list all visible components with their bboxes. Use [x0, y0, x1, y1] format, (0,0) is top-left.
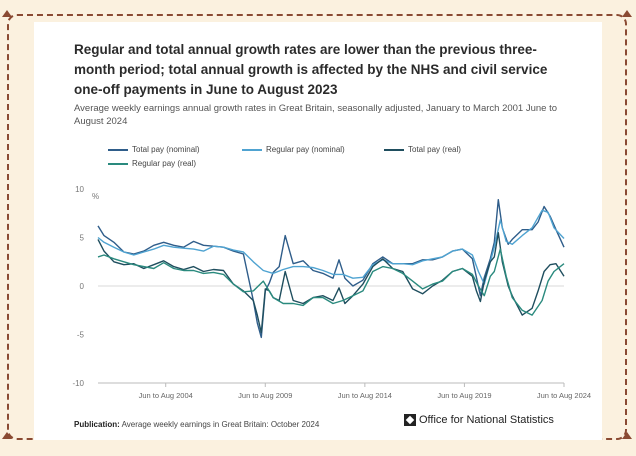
series-line-0 — [97, 199, 565, 339]
frame-corner-mark — [622, 10, 632, 17]
legend-swatch — [108, 148, 128, 151]
ons-logo-icon — [404, 414, 416, 426]
y-unit-label: % — [92, 192, 99, 201]
x-tick-label: Jun to Aug 2004 — [139, 391, 193, 400]
legend-swatch — [242, 148, 262, 151]
ons-logo: Office for National Statistics — [404, 414, 554, 426]
legend-item-regular-nominal: Regular pay (nominal) — [242, 145, 345, 154]
legend-swatch — [384, 148, 404, 151]
x-tick-label: Jun to Aug 2009 — [238, 391, 292, 400]
ons-wordmark: Office for National Statistics — [419, 414, 554, 426]
series-line-3 — [97, 248, 565, 316]
y-tick-label: 0 — [80, 282, 85, 291]
legend-item-total-nominal: Total pay (nominal) — [108, 145, 200, 154]
x-tick-label: Jun to Aug 2019 — [437, 391, 491, 400]
x-tick-label: Jun to Aug 2014 — [338, 391, 392, 400]
y-tick-label: 10 — [75, 185, 84, 194]
legend-label: Regular pay (nominal) — [266, 145, 345, 154]
legend-label: Total pay (nominal) — [132, 145, 200, 154]
publication-note: Publication: Average weekly earnings in … — [74, 420, 319, 429]
legend-label: Total pay (real) — [408, 145, 461, 154]
legend-label: Regular pay (real) — [132, 159, 197, 168]
legend-swatch — [108, 162, 128, 165]
series-line-2 — [97, 232, 565, 334]
publication-label: Publication: — [74, 420, 120, 429]
legend-item-total-real: Total pay (real) — [384, 145, 461, 154]
x-tick-label: Jun to Aug 2024 — [537, 391, 591, 400]
y-tick-label: -10 — [72, 379, 84, 388]
series-line-1 — [97, 209, 565, 285]
y-tick-label: 5 — [80, 234, 85, 243]
frame-corner-mark — [2, 10, 12, 17]
line-chart: 10 5 0 -5 -10% Jun to Aug 2004 Jun to Aug 2009… — [72, 185, 591, 400]
chart-subtitle: Average weekly earnings annual growth ra… — [74, 103, 558, 127]
chart-card: Regular and total annual growth rates ar… — [34, 22, 602, 440]
chart-title: Regular and total annual growth rates ar… — [74, 42, 548, 97]
y-tick-label: -5 — [77, 331, 85, 340]
frame-corner-mark — [2, 432, 12, 439]
frame-corner-mark — [622, 432, 632, 439]
legend-item-regular-real: Regular pay (real) — [108, 159, 196, 168]
publication-text: Average weekly earnings in Great Britain… — [121, 420, 320, 429]
